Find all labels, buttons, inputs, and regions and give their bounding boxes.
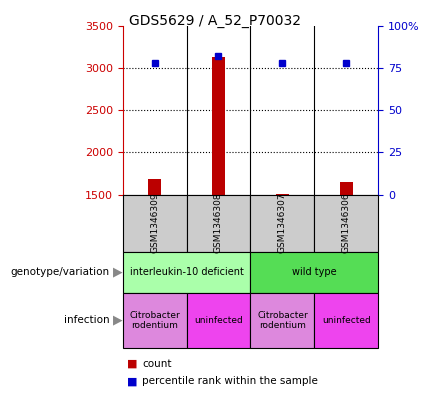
- Text: GSM1346307: GSM1346307: [278, 193, 287, 253]
- Text: uninfected: uninfected: [194, 316, 243, 325]
- Bar: [148, 179, 161, 195]
- Text: ▶: ▶: [113, 314, 123, 327]
- Text: infection: infection: [64, 315, 110, 325]
- Bar: [340, 182, 353, 195]
- Text: ▶: ▶: [113, 266, 123, 279]
- Text: count: count: [142, 358, 172, 369]
- Text: interleukin-10 deficient: interleukin-10 deficient: [129, 267, 243, 277]
- Text: percentile rank within the sample: percentile rank within the sample: [142, 376, 318, 386]
- Bar: [212, 57, 225, 195]
- Text: uninfected: uninfected: [322, 316, 371, 325]
- Text: GSM1346306: GSM1346306: [342, 193, 351, 253]
- Text: Citrobacter
rodentium: Citrobacter rodentium: [257, 310, 308, 330]
- Text: Citrobacter
rodentium: Citrobacter rodentium: [129, 310, 180, 330]
- Text: ■: ■: [127, 376, 137, 386]
- Text: wild type: wild type: [292, 267, 337, 277]
- Text: genotype/variation: genotype/variation: [10, 267, 110, 277]
- Text: GDS5629 / A_52_P70032: GDS5629 / A_52_P70032: [129, 14, 301, 28]
- Text: GSM1346308: GSM1346308: [214, 193, 223, 253]
- Text: ■: ■: [127, 358, 137, 369]
- Text: GSM1346309: GSM1346309: [150, 193, 159, 253]
- Bar: [276, 194, 289, 195]
